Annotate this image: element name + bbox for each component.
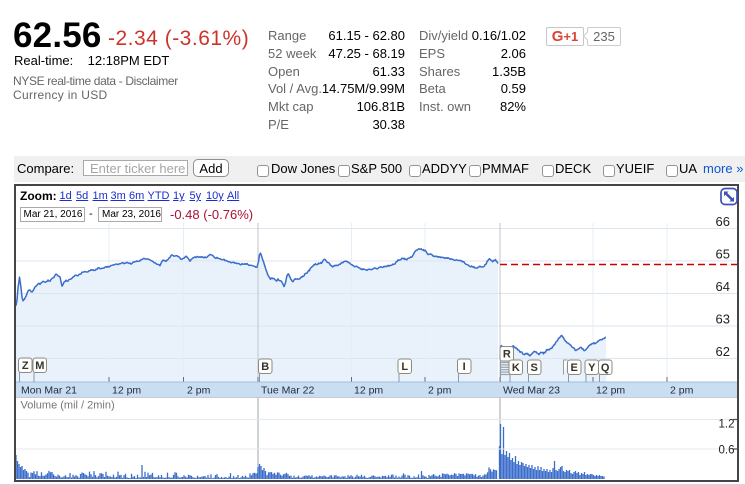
svg-text:R: R: [503, 349, 511, 361]
svg-text:Q: Q: [601, 362, 610, 374]
svg-text:I: I: [463, 361, 466, 373]
svg-text:L: L: [401, 361, 408, 373]
svg-text:63: 63: [716, 312, 730, 327]
svg-text:Tue Mar 22: Tue Mar 22: [261, 385, 314, 397]
svg-text:1.2: 1.2: [719, 419, 735, 431]
svg-text:Volume (mil / 2min): Volume (mil / 2min): [21, 400, 115, 412]
svg-text:12 pm: 12 pm: [112, 385, 141, 397]
svg-text:M: M: [35, 360, 44, 372]
svg-text:K: K: [512, 362, 520, 374]
svg-text:2 pm: 2 pm: [670, 385, 694, 397]
svg-text:2 pm: 2 pm: [428, 385, 452, 397]
svg-text:62: 62: [716, 344, 730, 359]
svg-text:66: 66: [716, 214, 730, 229]
svg-text:12 pm: 12 pm: [354, 385, 383, 397]
svg-text:Wed Mar 23: Wed Mar 23: [503, 385, 560, 397]
svg-text:64: 64: [716, 279, 730, 294]
svg-text:0.6: 0.6: [719, 445, 735, 457]
svg-text:Mon Mar 21: Mon Mar 21: [21, 385, 77, 397]
svg-text:Z: Z: [22, 360, 29, 372]
svg-text:S: S: [531, 362, 538, 374]
svg-text:2 pm: 2 pm: [187, 385, 211, 397]
svg-text:12 pm: 12 pm: [596, 385, 625, 397]
svg-text:65: 65: [716, 247, 730, 262]
svg-text:Y: Y: [588, 362, 596, 374]
svg-text:E: E: [571, 362, 578, 374]
svg-text:B: B: [261, 361, 269, 373]
